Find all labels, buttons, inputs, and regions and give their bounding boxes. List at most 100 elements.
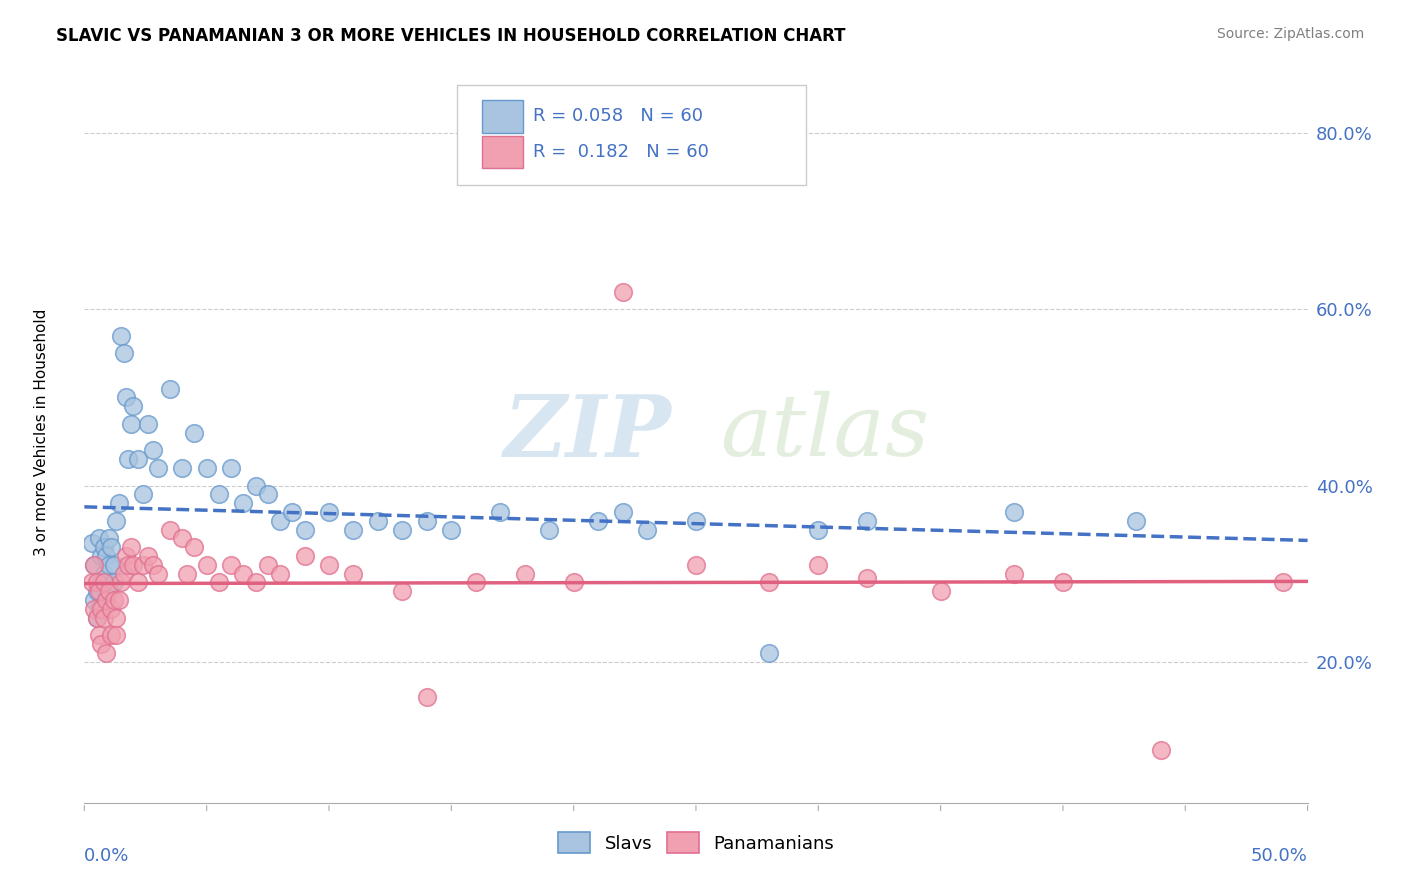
Point — [90, 549, 112, 563]
Point — [586, 514, 609, 528]
Point — [132, 487, 155, 501]
Point — [1125, 514, 1147, 528]
Point — [636, 523, 658, 537]
Point — [97, 584, 120, 599]
Point — [294, 523, 316, 537]
FancyBboxPatch shape — [482, 136, 523, 169]
Point — [96, 593, 118, 607]
Point — [100, 540, 122, 554]
Point — [416, 690, 439, 704]
Text: R =  0.182   N = 60: R = 0.182 N = 60 — [533, 143, 709, 161]
Point — [245, 478, 267, 492]
Point — [612, 505, 634, 519]
Point — [416, 514, 439, 528]
Point — [440, 523, 463, 537]
Point — [105, 514, 128, 528]
Point — [80, 536, 103, 550]
Point — [208, 575, 231, 590]
Point — [90, 637, 112, 651]
Point — [183, 540, 205, 554]
Point — [100, 602, 122, 616]
Point — [87, 602, 110, 616]
Point — [183, 425, 205, 440]
Point — [318, 558, 340, 572]
Point — [1002, 505, 1025, 519]
Point — [107, 496, 129, 510]
Text: Source: ZipAtlas.com: Source: ZipAtlas.com — [1216, 27, 1364, 41]
Point — [107, 593, 129, 607]
Point — [856, 571, 879, 585]
Point — [929, 584, 952, 599]
Point — [1272, 575, 1295, 590]
Point — [97, 532, 120, 546]
Point — [685, 558, 707, 572]
Point — [391, 584, 413, 599]
Point — [87, 532, 110, 546]
Point — [112, 346, 135, 360]
Point — [367, 514, 389, 528]
Point — [96, 646, 118, 660]
Point — [538, 523, 561, 537]
Point — [391, 523, 413, 537]
Point — [172, 461, 194, 475]
Point — [117, 558, 139, 572]
Point — [856, 514, 879, 528]
Point — [281, 505, 304, 519]
Point — [80, 575, 103, 590]
Point — [195, 558, 218, 572]
Point — [807, 523, 830, 537]
Point — [257, 487, 280, 501]
Point — [269, 566, 291, 581]
Point — [136, 549, 159, 563]
Point — [93, 566, 115, 581]
Point — [342, 523, 364, 537]
Point — [685, 514, 707, 528]
Point — [96, 593, 118, 607]
Point — [146, 566, 169, 581]
Point — [219, 558, 242, 572]
Point — [464, 575, 486, 590]
Point — [110, 575, 132, 590]
Point — [83, 602, 105, 616]
FancyBboxPatch shape — [482, 100, 523, 133]
Point — [83, 558, 105, 572]
Point — [245, 575, 267, 590]
Point — [120, 417, 142, 431]
Point — [142, 558, 165, 572]
Point — [195, 461, 218, 475]
Point — [172, 532, 194, 546]
Point — [132, 558, 155, 572]
FancyBboxPatch shape — [457, 85, 806, 185]
Point — [115, 390, 138, 404]
Point — [100, 628, 122, 642]
Point — [105, 610, 128, 624]
Point — [159, 523, 181, 537]
Legend: Slavs, Panamanians: Slavs, Panamanians — [550, 825, 842, 861]
Point — [122, 399, 145, 413]
Point — [1052, 575, 1074, 590]
Text: ZIP: ZIP — [503, 391, 672, 475]
Point — [93, 575, 115, 590]
Point — [96, 549, 118, 563]
Point — [115, 549, 138, 563]
Point — [83, 558, 105, 572]
Point — [86, 610, 108, 624]
Point — [176, 566, 198, 581]
Point — [103, 593, 125, 607]
Point — [122, 558, 145, 572]
Point — [127, 452, 149, 467]
Point — [342, 566, 364, 581]
Point — [136, 417, 159, 431]
Point — [208, 487, 231, 501]
Point — [103, 558, 125, 572]
Point — [257, 558, 280, 572]
Point — [513, 566, 536, 581]
Point — [232, 566, 254, 581]
Point — [758, 575, 780, 590]
Text: atlas: atlas — [720, 392, 929, 474]
Text: 3 or more Vehicles in Household: 3 or more Vehicles in Household — [34, 309, 49, 557]
Point — [142, 443, 165, 458]
Point — [758, 646, 780, 660]
Point — [318, 505, 340, 519]
Point — [83, 593, 105, 607]
